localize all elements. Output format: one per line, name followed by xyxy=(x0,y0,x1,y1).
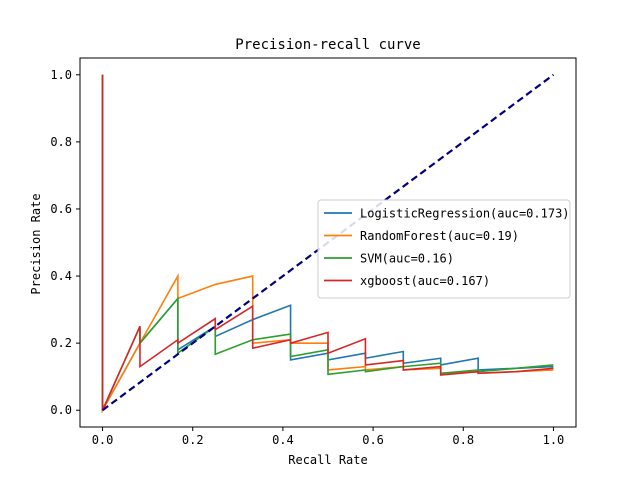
x-tick-label: 0.8 xyxy=(452,433,474,447)
legend-label-1: RandomForest(auc=0.19) xyxy=(360,229,519,243)
series-line-3 xyxy=(101,74,554,411)
x-tick-label: 0.4 xyxy=(272,433,294,447)
y-tick-label: 0.0 xyxy=(50,403,72,417)
legend: LogisticRegression(auc=0.173) RandomFores… xyxy=(317,199,571,299)
legend-label-3: xgboost(auc=0.167) xyxy=(360,274,490,288)
y-tick-label: 0.8 xyxy=(50,135,72,149)
legend-label-2: SVM(auc=0.16) xyxy=(360,252,454,266)
y-tick-label: 0.4 xyxy=(50,269,72,283)
y-tick-label: 0.2 xyxy=(50,336,72,350)
x-tick-label: 0.6 xyxy=(362,433,384,447)
x-tick-label: 0.0 xyxy=(92,433,114,447)
y-axis: 0.0 0.2 0.4 0.6 0.8 1.0 xyxy=(50,68,80,417)
x-tick-label: 1.0 xyxy=(543,433,565,447)
axes-frame xyxy=(79,57,577,428)
legend-box xyxy=(317,199,571,299)
plot-area xyxy=(101,73,555,414)
x-axis-title: Recall Rate xyxy=(288,453,367,467)
x-tick-label: 0.2 xyxy=(182,433,204,447)
y-tick-label: 0.6 xyxy=(50,202,72,216)
y-tick-label: 1.0 xyxy=(50,68,72,82)
legend-label-0: LogisticRegression(auc=0.173) xyxy=(360,207,570,221)
chart-title: Precision-recall curve xyxy=(235,37,420,53)
x-axis: 0.0 0.2 0.4 0.6 0.8 1.0 xyxy=(92,427,565,447)
y-axis-title: Precision Rate xyxy=(29,193,43,294)
